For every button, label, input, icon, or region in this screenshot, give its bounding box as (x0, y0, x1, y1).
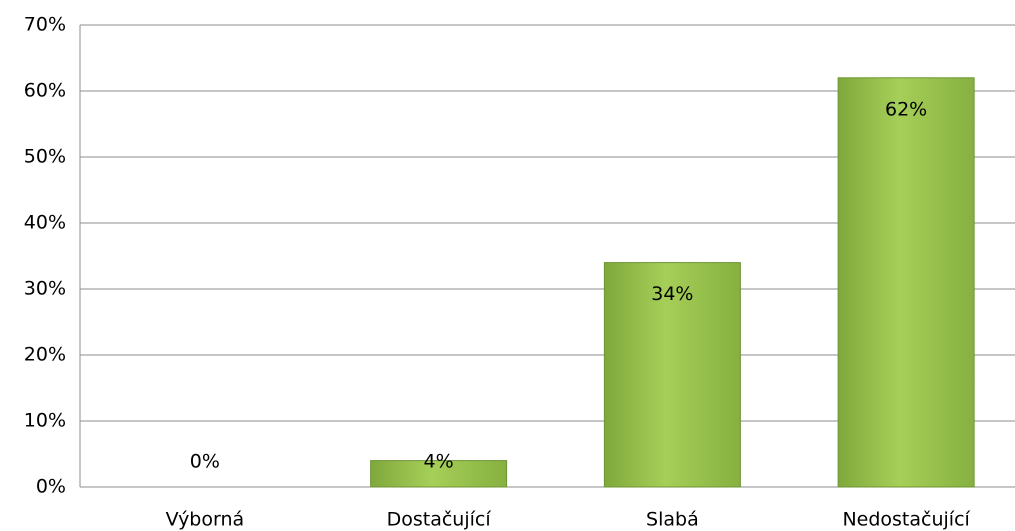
x-tick-label: Nedostačující (842, 509, 970, 531)
y-tick-label: 0% (36, 476, 66, 498)
x-tick-label: Slabá (646, 509, 699, 531)
y-tick-label: 20% (24, 344, 66, 366)
y-tick-label: 40% (24, 212, 66, 234)
data-label: 4% (424, 451, 454, 473)
bar (370, 460, 508, 488)
data-label: 62% (885, 98, 927, 120)
y-tick-label: 30% (24, 278, 66, 300)
bar (837, 77, 975, 488)
data-label: 0% (190, 451, 220, 473)
x-tick-label: Dostačující (387, 509, 492, 531)
x-tick-label: Výborná (166, 509, 245, 531)
y-tick-label: 10% (24, 410, 66, 432)
y-tick-label: 60% (24, 80, 66, 102)
y-tick-label: 50% (24, 146, 66, 168)
y-tick-label: 70% (24, 14, 66, 36)
data-label: 34% (651, 283, 693, 305)
bar (603, 262, 741, 488)
